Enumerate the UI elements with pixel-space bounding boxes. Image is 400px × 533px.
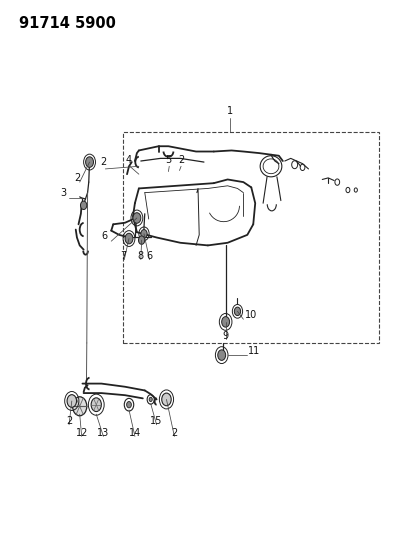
Text: 10: 10 [245, 310, 257, 320]
Circle shape [138, 236, 145, 244]
Circle shape [222, 317, 230, 327]
Text: 4: 4 [125, 155, 131, 165]
Circle shape [80, 201, 87, 209]
Text: 12: 12 [76, 428, 88, 438]
Text: 2: 2 [74, 173, 81, 183]
Text: 13: 13 [97, 428, 110, 438]
Text: 7: 7 [120, 251, 126, 261]
Text: 1: 1 [226, 106, 233, 116]
Circle shape [127, 401, 131, 408]
Circle shape [162, 393, 171, 406]
Circle shape [133, 213, 141, 223]
Text: 2: 2 [100, 157, 106, 167]
Circle shape [218, 350, 226, 360]
Circle shape [91, 398, 101, 411]
Circle shape [125, 233, 133, 244]
Text: 6: 6 [101, 231, 107, 241]
Circle shape [149, 397, 152, 401]
Text: 15: 15 [150, 416, 163, 426]
Circle shape [141, 230, 147, 238]
Text: 3: 3 [60, 188, 67, 198]
Text: 5: 5 [165, 155, 172, 165]
Bar [123, 132, 380, 343]
Circle shape [86, 157, 94, 167]
Text: 6: 6 [146, 251, 152, 261]
Circle shape [72, 397, 87, 416]
Text: 2: 2 [171, 428, 178, 438]
Text: 2: 2 [178, 155, 184, 165]
Text: 8: 8 [137, 251, 143, 261]
Text: 2: 2 [66, 416, 72, 426]
Circle shape [234, 307, 241, 316]
Circle shape [67, 394, 76, 407]
Text: 11: 11 [248, 346, 260, 356]
Text: 9: 9 [222, 332, 229, 342]
Text: 91714 5900: 91714 5900 [18, 16, 116, 31]
Text: 14: 14 [129, 428, 141, 438]
